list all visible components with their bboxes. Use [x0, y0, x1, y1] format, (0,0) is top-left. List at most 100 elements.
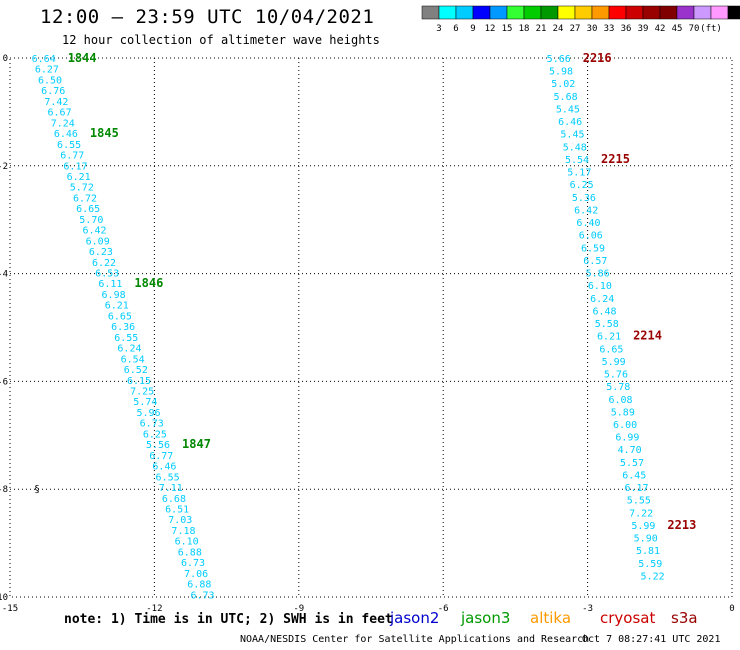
track-cryosat: 5.665.985.025.685.456.465.455.485.545.17…	[547, 51, 697, 582]
satellite-tracks: 6.646.276.506.767.426.677.246.466.556.77…	[32, 51, 697, 601]
swh-value-label: 5.70	[79, 215, 103, 226]
axes: -15 -12 -9 -6 -3 0 0 -2 -4 -6 -8 -10 §	[0, 54, 735, 614]
y-tick-label: -2	[0, 162, 8, 172]
swh-value-label: 6.45	[622, 470, 646, 481]
grid-lines	[10, 58, 732, 597]
legend-label: 33	[604, 24, 615, 34]
time-label: 2213	[667, 518, 696, 532]
satellite-name-jason2: jason2	[390, 609, 440, 627]
swh-value-label: 7.24	[51, 118, 75, 129]
swh-value-label: 6.59	[581, 243, 605, 254]
swh-value-label: 6.40	[576, 218, 600, 229]
swh-value-label: 6.27	[35, 65, 59, 76]
page-subtitle: 12 hour collection of altimeter wave hei…	[62, 33, 380, 47]
time-label: 1846	[134, 276, 163, 290]
swh-value-label: 5.54	[565, 155, 589, 166]
satellite-name-jason3: jason3	[461, 609, 511, 627]
swh-value-label: 5.48	[563, 142, 587, 153]
legend-label: 30	[587, 24, 598, 34]
legend-label: 45	[672, 24, 683, 34]
satellite-name-cryosat: cryosat	[600, 609, 656, 627]
swh-value-label: 5.99	[631, 521, 655, 532]
swh-value-label: 6.55	[156, 472, 180, 483]
swh-value-label: 6.25	[143, 429, 167, 440]
legend-label: 9	[470, 24, 475, 34]
y-tick-label: -6	[0, 377, 8, 387]
swh-value-label: 7.42	[44, 97, 68, 108]
swh-value-label: 7.25	[130, 387, 154, 398]
footnote: note: 1) Time is in UTC; 2) SWH is in fe…	[64, 612, 393, 627]
swh-value-label: 5.89	[611, 407, 635, 418]
legend-label: 12	[485, 24, 496, 34]
legend-swatch	[574, 5, 593, 20]
swh-value-label: 6.65	[599, 344, 623, 355]
swh-value-label: 4.70	[618, 445, 642, 456]
legend-swatch	[506, 5, 525, 20]
swh-value-label: 6.46	[152, 462, 176, 473]
swh-value-label: 6.73	[190, 590, 214, 601]
legend-label: 21	[536, 24, 547, 34]
swh-value-label: 6.54	[121, 354, 145, 365]
swh-value-label: 6.17	[625, 483, 649, 494]
legend-label: 39	[638, 24, 649, 34]
time-label: 1844	[68, 51, 97, 65]
y-tick-label: -10	[0, 593, 8, 603]
time-label: 2216	[583, 51, 612, 65]
legend-label: (ft)	[700, 24, 722, 34]
satellite-name-altika: altika	[530, 609, 572, 627]
y-tick-label: 0	[3, 54, 8, 64]
swh-value-label: 5.56	[146, 440, 170, 451]
swh-value-label: 6.53	[95, 269, 119, 280]
plot-frame	[9, 57, 733, 598]
swh-value-label: 6.46	[54, 129, 78, 140]
swh-value-label: 6.98	[102, 290, 126, 301]
swh-value-label: 6.77	[149, 451, 173, 462]
swh-value-label: 7.22	[629, 508, 653, 519]
swh-value-label: 6.77	[60, 151, 84, 162]
swh-value-label: 6.73	[140, 419, 164, 430]
swh-value-label: 7.03	[168, 515, 192, 526]
swh-value-label: 6.21	[67, 172, 91, 183]
legend-swatch	[659, 5, 678, 20]
legend-label: 24	[553, 24, 564, 34]
swh-value-label: 6.88	[178, 547, 202, 558]
swh-value-label: 7.18	[171, 526, 195, 537]
x-tick-label: -12	[146, 604, 162, 614]
legend-swatch	[557, 5, 576, 20]
legend-label: 70	[689, 24, 700, 34]
swh-value-label: 6.23	[89, 247, 113, 258]
swh-value-label: 6.15	[127, 376, 151, 387]
x-tick-label: -3	[582, 604, 593, 614]
swh-value-label: 6.73	[181, 558, 205, 569]
swh-value-label: 6.67	[48, 108, 72, 119]
swh-value-label: 5.57	[620, 458, 644, 469]
swh-value-label: 6.21	[597, 332, 621, 343]
legend-label: 27	[570, 24, 581, 34]
swh-value-label: 6.09	[86, 236, 110, 247]
swh-value-label: 6.08	[608, 395, 632, 406]
swh-value-label: 5.86	[586, 269, 610, 280]
swh-value-label: 5.74	[133, 397, 157, 408]
swh-value-label: 7.06	[184, 569, 208, 580]
swh-value-label: 6.36	[111, 322, 135, 333]
swh-value-label: 5.99	[602, 357, 626, 368]
track-jason3: 6.646.276.506.767.426.677.246.466.556.77…	[32, 51, 215, 601]
swh-value-label: 5.17	[567, 168, 591, 179]
swh-value-label: 5.45	[556, 104, 580, 115]
legend-label: 3	[436, 24, 441, 34]
swh-value-label: 6.99	[615, 433, 639, 444]
swh-value-label: 5.22	[641, 571, 665, 582]
color-scale-legend: 3 6 9 12 15 18 21 24 27 30 33 36 39 42 45 70 (ft)	[421, 5, 740, 34]
swh-value-label: 6.55	[57, 140, 81, 151]
legend-swatch	[693, 5, 712, 20]
swh-value-label: 6.65	[76, 204, 100, 215]
legend-swatch	[642, 5, 661, 20]
swh-value-label: 6.06	[579, 231, 603, 242]
legend-swatch	[625, 5, 644, 20]
legend-swatch	[421, 5, 440, 20]
swh-value-label: 6.42	[82, 226, 106, 237]
x-tick-label: 0	[729, 604, 734, 614]
y-tick-label: -4	[0, 270, 8, 280]
swh-value-label: 5.90	[634, 534, 658, 545]
